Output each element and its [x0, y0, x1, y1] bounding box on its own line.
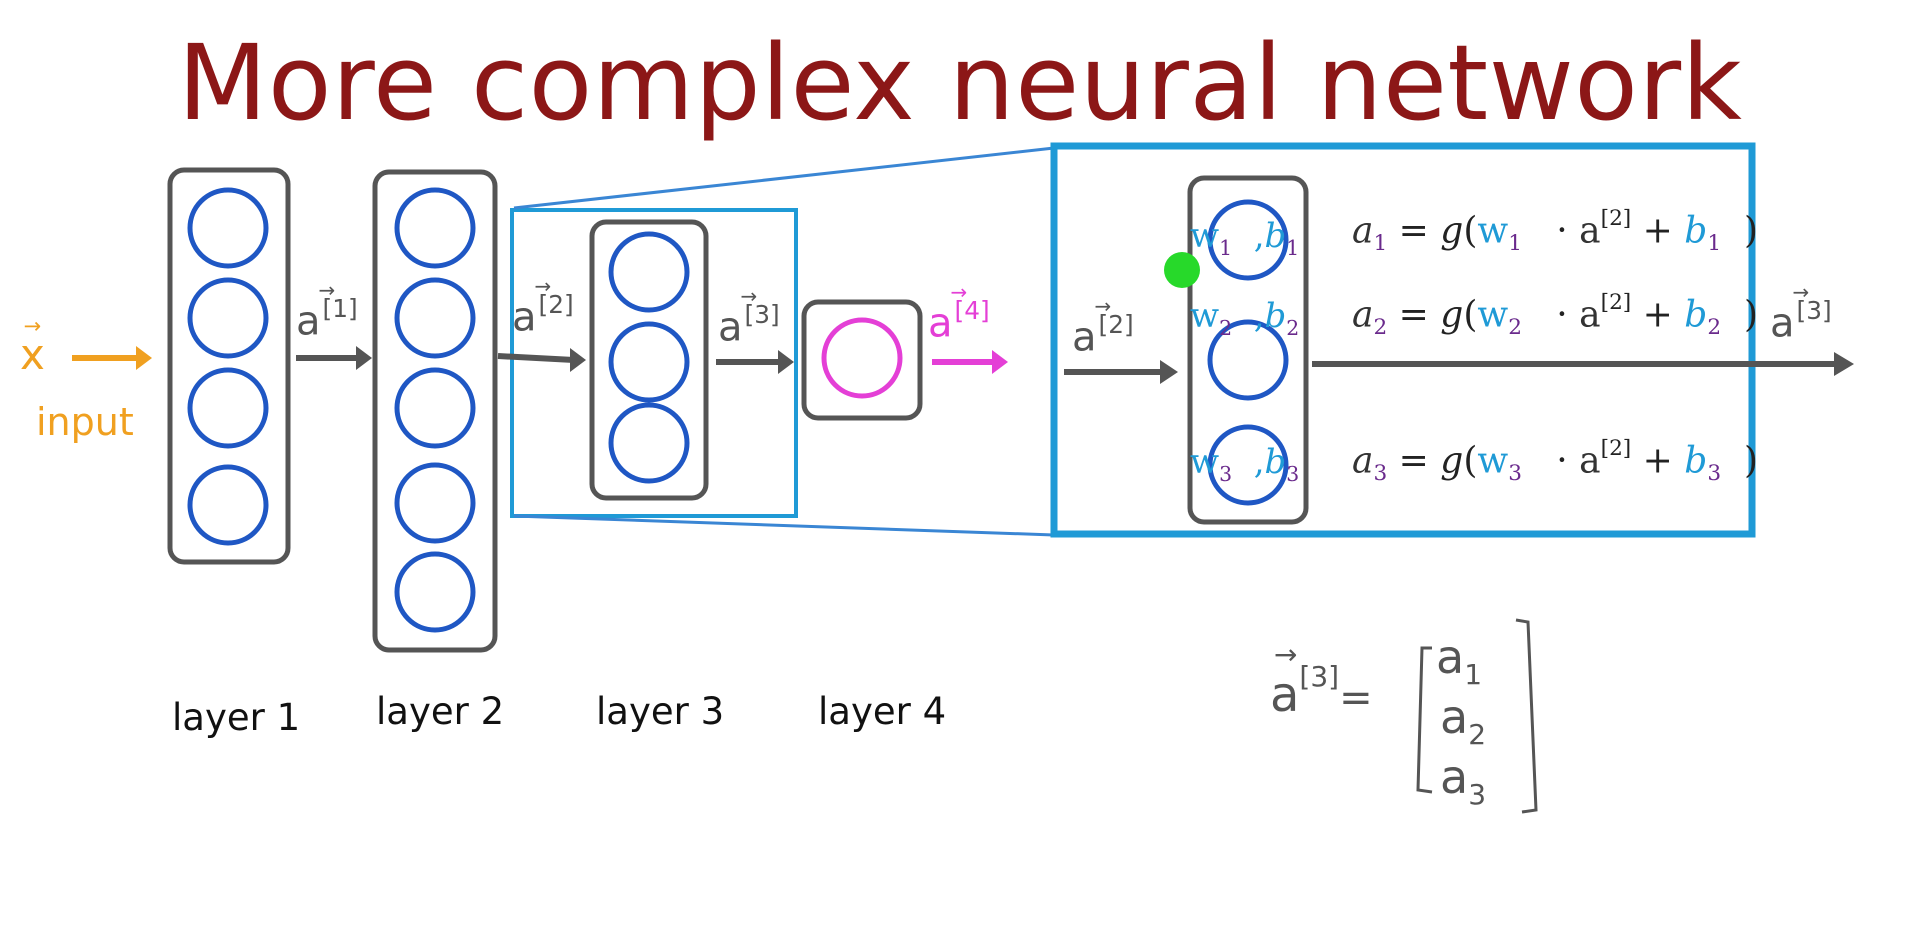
cursor-dot — [1164, 252, 1200, 288]
zoom-input-arrowhead — [1160, 360, 1178, 384]
zoom-output-arrowhead — [1834, 352, 1854, 376]
arrowhead-a4 — [992, 350, 1008, 374]
layer-1-neurons — [187, 187, 269, 546]
handwritten-entry-1: a1 — [1436, 630, 1483, 692]
handwritten-entry-3: a3 — [1440, 750, 1487, 812]
zoom-neurons — [1207, 199, 1289, 506]
layer-3-label: layer 3 — [596, 690, 725, 733]
layer-1-box — [167, 167, 291, 565]
neuron — [1207, 319, 1289, 401]
neuron — [187, 277, 269, 359]
neuron — [608, 231, 690, 313]
layer-2-label: layer 2 — [376, 690, 505, 733]
vector-arrow-icon: → — [1094, 294, 1112, 318]
neuron — [1207, 199, 1289, 281]
layer-4-box — [801, 299, 923, 421]
unit-1-params: w1 ,b1 — [1190, 216, 1300, 261]
neuron — [187, 464, 269, 546]
activation-a1-label: → a[1] — [296, 278, 358, 345]
layer-2-box — [372, 169, 498, 653]
neuron — [394, 462, 476, 544]
neuron — [608, 402, 690, 484]
vector-arrow-icon: → — [740, 284, 758, 308]
neuron — [608, 321, 690, 403]
zoom-layer-box — [1187, 175, 1309, 525]
equation-unit-1: a1 = g(w1 · a[2] + b1 ) — [1352, 206, 1759, 256]
vector-arrow-icon: → — [950, 280, 968, 304]
arrowhead-a3 — [778, 350, 794, 374]
arrow-a2 — [497, 353, 575, 363]
vector-arrow-icon: → — [318, 278, 336, 302]
input-label: input — [36, 400, 134, 444]
layer-1-label: layer 1 — [172, 696, 301, 739]
vector-arrow-icon: → — [1274, 638, 1298, 671]
output-neuron — [821, 317, 903, 399]
neuron — [394, 187, 476, 269]
arrowhead-a2 — [570, 348, 586, 372]
layer-2-neurons — [394, 187, 476, 633]
vector-arrow-icon: → — [1792, 280, 1810, 304]
equation-unit-2: a2 = g(w2 · a[2] + b2 ) — [1352, 290, 1759, 340]
handwritten-lhs: → a[3]= — [1270, 638, 1373, 724]
slide-title: More complex neural network — [177, 22, 1743, 144]
activation-a2-label: → a[2] — [512, 274, 574, 341]
vector-arrow-icon: → — [534, 274, 552, 298]
layer-3-neurons — [608, 231, 690, 484]
neuron — [187, 187, 269, 269]
matrix-right-bracket — [1515, 618, 1538, 814]
zoom-output-activation-label: → a[3] — [1770, 280, 1832, 347]
activation-a3-label: → a[3] — [718, 284, 780, 351]
arrowhead-a1 — [356, 346, 372, 370]
neuron — [394, 367, 476, 449]
neuron — [1207, 424, 1289, 506]
equation-unit-3: a3 = g(w3 · a[2] + b3 ) — [1352, 436, 1759, 486]
zoom-box — [1050, 142, 1756, 538]
zoom-connector-bottom — [513, 514, 1055, 537]
layer-3-highlight-box — [510, 208, 798, 518]
activation-a4-label: → a[4] — [928, 280, 990, 347]
input-arrowhead — [136, 346, 152, 370]
input-vector: → x — [20, 314, 45, 380]
layer-3-box — [589, 219, 709, 501]
unit-2-params: w2 ,b2 — [1190, 296, 1300, 341]
zoom-input-activation-label: → a[2] — [1072, 294, 1134, 361]
unit-3-params: w3 ,b3 — [1190, 442, 1300, 487]
vector-arrow-icon: → — [23, 314, 42, 338]
zoom-connector-top — [513, 146, 1055, 210]
layer-4-label: layer 4 — [818, 690, 947, 733]
neuron — [394, 551, 476, 633]
matrix-left-bracket — [1416, 646, 1433, 794]
neuron — [187, 367, 269, 449]
handwritten-entry-2: a2 — [1440, 690, 1487, 752]
neuron — [394, 277, 476, 359]
